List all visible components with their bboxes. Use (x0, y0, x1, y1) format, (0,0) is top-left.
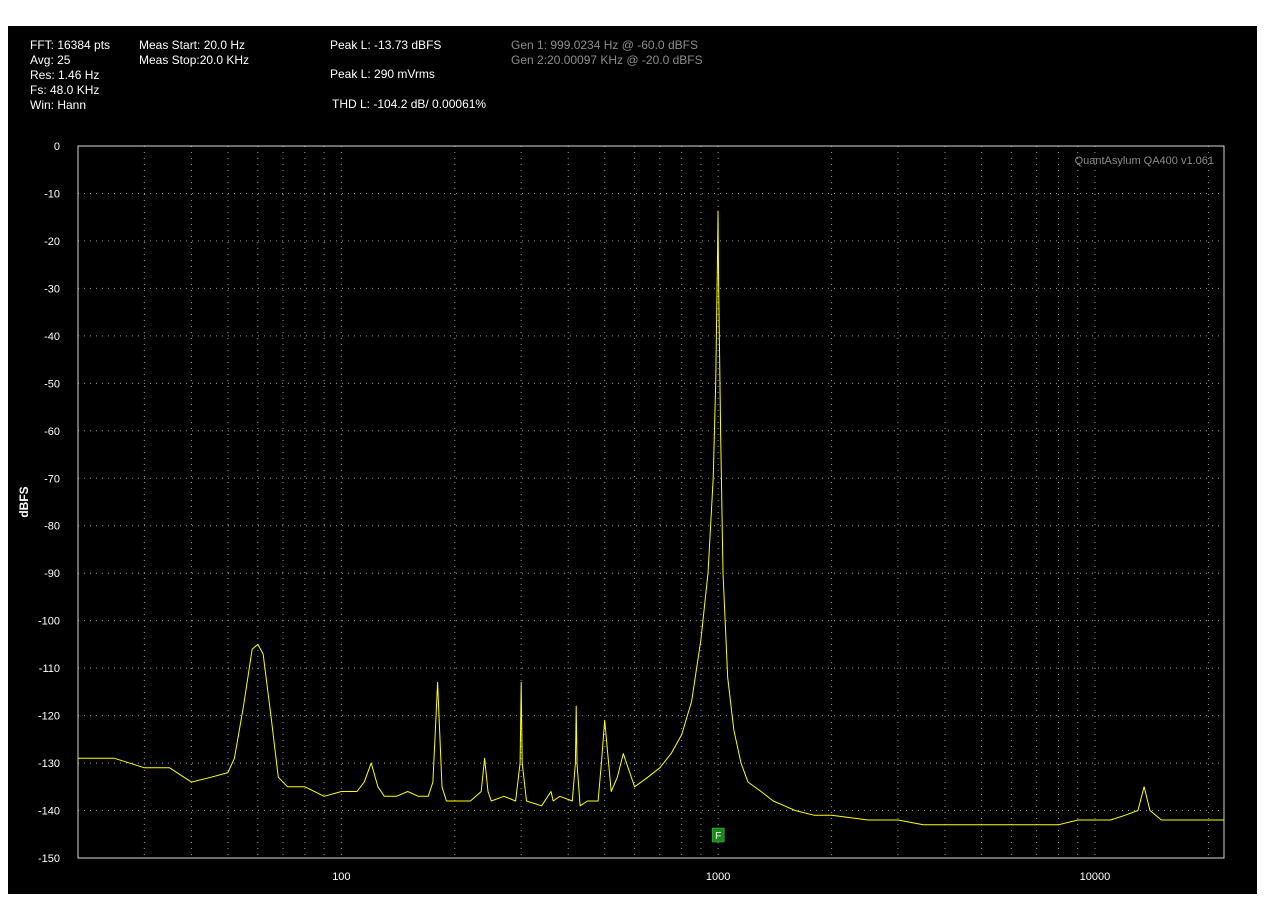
y-tick-label: -90 (44, 568, 60, 580)
window-type: Win: Hann (30, 98, 87, 112)
peak-level: Peak L: -13.73 dBFS (330, 38, 442, 52)
meas-start: Meas Start: 20.0 Hz (139, 38, 246, 52)
y-tick-label: -30 (44, 283, 60, 295)
generator-2: Gen 2:20.00097 KHz @ -20.0 dBFS (511, 53, 703, 67)
plot-frame (77, 145, 1225, 859)
y-tick-label: -140 (38, 806, 60, 818)
y-tick-label: -130 (38, 758, 60, 770)
marker-box[interactable] (711, 827, 725, 843)
y-tick-label: -20 (44, 236, 60, 248)
watermark: QuantAsylum QA400 v1.061 (1075, 155, 1214, 167)
measurement-range: Meas Start: 20.0 Hz Meas Stop:20.0 KHz (139, 38, 249, 68)
meas-stop: Meas Stop:20.0 KHz (139, 53, 250, 67)
y-tick-label: 0 (54, 141, 60, 153)
y-tick-label: -80 (44, 521, 60, 533)
y-tick-label: -110 (39, 663, 60, 675)
generator-settings: Gen 1: 999.0234 Hz @ -60.0 dBFS Gen 2:20… (511, 38, 703, 68)
generator-1: Gen 1: 999.0234 Hz @ -60.0 dBFS (511, 38, 698, 52)
y-tick-label: -40 (44, 331, 60, 343)
x-tick-label: 10000 (1080, 871, 1111, 883)
average-count: Avg: 25 (30, 53, 71, 67)
fft-points: FFT: 16384 pts (30, 38, 111, 52)
y-tick-label: -120 (38, 711, 60, 723)
fundamental-marker[interactable]: F (711, 827, 725, 843)
grid-lines (78, 146, 1224, 858)
y-tick-label: -100 (38, 616, 60, 628)
y-axis-label: dBFS (17, 486, 31, 517)
y-tick-label: -150 (38, 853, 60, 865)
y-tick-label: -10 (44, 188, 60, 200)
spectrum-trace (78, 210, 1224, 826)
resolution: Res: 1.46 Hz (30, 68, 100, 82)
y-tick-label: -60 (44, 426, 60, 438)
fft-settings: FFT: 16384 pts Avg: 25 Res: 1.46 Hz Fs: … (30, 38, 110, 113)
x-axis-ticks: 100 1000 10000 (332, 871, 1110, 883)
marker-label: F (715, 831, 721, 842)
y-tick-label: -50 (44, 378, 60, 390)
peak-vrms: Peak L: 290 mVrms (330, 67, 435, 81)
x-tick-label: 1000 (706, 871, 730, 883)
x-tick-label: 100 (332, 871, 350, 883)
analyzer-panel: FFT: 16384 pts Avg: 25 Res: 1.46 Hz Fs: … (8, 26, 1257, 894)
y-tick-label: -70 (44, 473, 60, 485)
y-axis-ticks: 0 -10 -20 -30 -40 -50 -60 -70 -80 -90 -100 -110 -120… (38, 141, 60, 865)
spectrum-chart: QuantAsylum QA400 v1.061 0 -10 -20 -30 -40 -5… (17, 141, 1225, 883)
thd-readout: THD L: -104.2 dB/ 0.00061% (332, 97, 487, 111)
sample-rate: Fs: 48.0 KHz (30, 83, 100, 97)
